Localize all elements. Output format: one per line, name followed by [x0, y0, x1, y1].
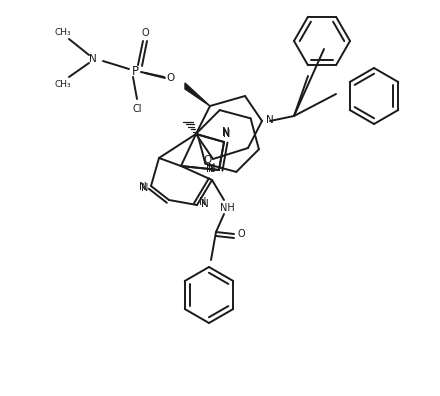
Text: N: N [208, 163, 216, 173]
Text: CH₃: CH₃ [55, 27, 71, 36]
Text: N: N [199, 197, 207, 207]
Text: N: N [201, 199, 209, 209]
Text: CH₃: CH₃ [55, 80, 71, 88]
Text: N: N [206, 164, 214, 174]
Polygon shape [185, 83, 210, 106]
Text: O: O [141, 28, 149, 38]
Text: N: N [266, 115, 274, 125]
Text: N: N [208, 164, 216, 174]
Text: O: O [237, 229, 245, 239]
Text: N: N [222, 127, 230, 137]
Text: N: N [224, 129, 231, 139]
Text: N: N [89, 54, 97, 64]
Text: NH: NH [220, 203, 235, 213]
Text: N: N [222, 128, 230, 138]
Text: N: N [141, 183, 149, 193]
Text: N: N [139, 182, 147, 192]
Text: O: O [166, 73, 174, 83]
Text: Cl: Cl [132, 104, 142, 114]
Text: P: P [132, 65, 139, 78]
Text: O: O [203, 155, 211, 165]
